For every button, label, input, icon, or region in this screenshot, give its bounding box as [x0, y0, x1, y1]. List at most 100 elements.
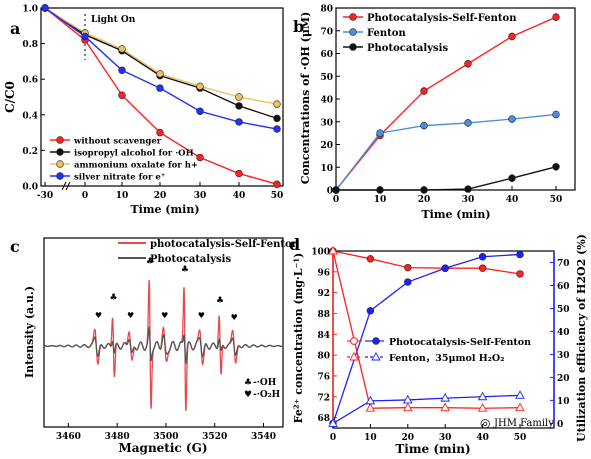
data-point	[273, 180, 281, 188]
y-tick-label: 10	[320, 164, 333, 174]
data-point	[478, 253, 487, 261]
watermark-icon: ◎	[480, 416, 490, 430]
legend-marker	[56, 136, 64, 144]
marker-legend-symbol: ♣	[244, 378, 252, 388]
legend-label: isopropyl alcohol for ·OH	[74, 149, 194, 159]
data-point	[441, 264, 449, 272]
x-tick-label: 20	[154, 191, 167, 201]
series-line	[332, 394, 521, 424]
data-point	[366, 307, 375, 315]
legend-label: without scavenger	[73, 137, 162, 147]
x-tick-label: 0	[333, 195, 339, 205]
panel-letter: a	[10, 19, 20, 38]
data-point	[552, 13, 560, 21]
data-point	[41, 4, 49, 12]
data-point	[156, 84, 164, 92]
legend-label: Photocatalysis-Self-Fenton	[367, 13, 517, 24]
x-tick-label: 50	[550, 195, 563, 205]
x-tick-label: 10	[374, 195, 387, 205]
y-tick-label-right: 40	[557, 328, 570, 338]
x-tick-label: 50	[271, 191, 284, 201]
y-tick-label: 40	[320, 96, 333, 106]
panel-letter: d	[289, 235, 300, 254]
data-point	[196, 82, 204, 91]
data-point	[328, 245, 338, 255]
data-point	[515, 402, 525, 412]
marker-legend-text: -·OH	[253, 378, 277, 388]
series-line	[332, 253, 521, 424]
data-point	[118, 66, 126, 75]
data-point	[376, 186, 384, 194]
legend-marker	[350, 337, 358, 345]
series-line	[332, 250, 521, 409]
axis-break	[65, 181, 71, 191]
data-point	[235, 93, 243, 101]
data-point	[477, 391, 488, 401]
heart-marker: ♥	[198, 311, 205, 320]
data-point	[516, 250, 524, 259]
data-point	[403, 394, 413, 404]
data-point	[464, 185, 472, 193]
y-tick-label: 0	[327, 187, 333, 197]
data-point	[420, 121, 428, 130]
x-axis-title: Time (min)	[130, 203, 199, 216]
data-point	[273, 125, 281, 133]
y-axis-title: Intensity (a.u.)	[23, 286, 36, 378]
y-tick-label: 80	[320, 5, 333, 15]
data-point	[420, 87, 428, 95]
data-point	[118, 45, 126, 53]
y-tick-label-left: 72	[317, 393, 330, 403]
club-marker: ♣	[146, 257, 154, 267]
data-point	[366, 255, 375, 263]
x-tick-label: 50	[514, 433, 527, 443]
legend-label: Fenton，35μmol H₂O₂	[389, 353, 504, 364]
data-point	[464, 60, 472, 68]
panel-d: 0 10 20 30 40 50 68 72 76 80 84 88 92 96 100 0 10 20 30 40 5…	[289, 234, 588, 456]
data-point	[235, 102, 243, 110]
legend-label: Fenton	[367, 28, 406, 39]
panel-b: 0 10 20 30 40 50 0 10 20 30 40 50 60 70 80 Concentratio…	[293, 5, 576, 221]
plot-frame	[40, 7, 284, 187]
data-point	[156, 70, 164, 78]
x-axis-title: Time (min)	[421, 208, 490, 221]
data-point	[552, 110, 560, 119]
data-point	[328, 418, 338, 427]
data-point	[508, 174, 516, 182]
y-tick-label-left: 96	[317, 268, 330, 278]
marker-legend-symbol: ♥	[244, 390, 252, 400]
y-tick-label-right: 50	[557, 305, 570, 315]
data-point	[478, 264, 487, 272]
data-point	[508, 32, 516, 41]
y-tick-label-right: 60	[557, 282, 570, 292]
series-line	[44, 7, 278, 120]
legend-marker	[372, 337, 380, 345]
y-tick-label-right: 30	[557, 351, 570, 361]
x-tick-label: -30	[37, 191, 53, 201]
data-point	[118, 91, 126, 99]
x-tick-label: 30	[462, 195, 475, 205]
data-point	[516, 270, 524, 278]
heart-marker: ♥	[231, 313, 238, 322]
y-tick-label-right: 70	[557, 259, 570, 269]
y-axis-title: Concentrations of ·OH (μM)	[299, 12, 312, 185]
series-line	[44, 7, 278, 130]
x-tick-label: 20	[418, 195, 431, 205]
light-on-label: Light On	[91, 15, 136, 25]
y-tick-label: 0.6	[22, 76, 38, 86]
data-point	[365, 395, 376, 405]
legend-label: photocatalysis-Self-Fenton	[150, 239, 300, 250]
y-tick-label-right: 0	[557, 420, 563, 430]
spectrum-photocatalysis	[44, 325, 284, 365]
y-tick-label-right: 10	[557, 397, 570, 407]
club-marker: ♣	[109, 293, 117, 303]
x-tick-label: 0	[330, 433, 336, 443]
data-point	[440, 392, 450, 402]
heart-marker: ♥	[161, 311, 168, 320]
data-point	[477, 403, 488, 412]
y-tick-label: 1.0	[22, 5, 38, 15]
x-tick-label: 3480	[105, 432, 130, 442]
y-tick-label-left: 76	[317, 372, 330, 382]
legend-marker	[349, 13, 357, 21]
y-tick-label: 0.0	[22, 183, 38, 193]
